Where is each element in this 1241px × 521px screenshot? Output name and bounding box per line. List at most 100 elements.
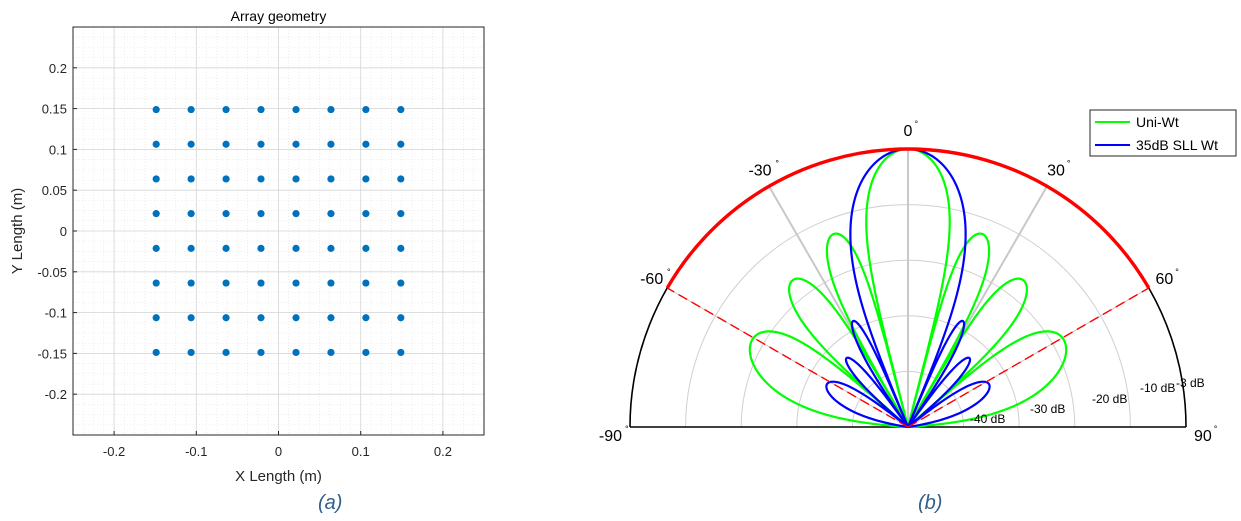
tick-marks [73, 67, 444, 435]
legend-label-uni: Uni-Wt [1136, 114, 1179, 130]
array-element-point [257, 244, 265, 252]
y-tick-labels: 0.2 0.15 0.1 0.05 0 -0.05 -0.1 -0.15 -0.2 [37, 61, 67, 402]
polar-grid [629, 148, 1187, 428]
array-element-point [222, 314, 230, 322]
degree-symbol: ° [775, 159, 779, 169]
x-tick-label: -0.2 [103, 444, 125, 459]
x-tick-label: 0.1 [352, 444, 370, 459]
y-tick-label: -0.1 [45, 306, 67, 321]
angle-tick-label: -60 [640, 271, 663, 288]
array-element-point [187, 175, 195, 183]
array-element-point [362, 279, 370, 287]
array-element-point [187, 210, 195, 218]
array-element-point [292, 105, 300, 114]
array-element-point [152, 210, 160, 218]
array-element-point [327, 210, 335, 218]
y-tick-label: -0.15 [37, 346, 67, 361]
chart-title: Array geometry [231, 8, 327, 24]
array-element-point [152, 105, 160, 114]
legend-label-taper: 35dB SLL Wt [1136, 137, 1218, 153]
array-element-point [257, 210, 265, 218]
array-element-point [327, 175, 335, 183]
array-element-point [152, 279, 160, 287]
array-element-point [187, 244, 195, 252]
array-element-point [222, 279, 230, 287]
array-element-point [257, 175, 265, 183]
array-element-point [152, 140, 160, 148]
array-element-point [397, 314, 405, 322]
array-element-point [257, 105, 265, 114]
array-element-point [152, 244, 160, 252]
degree-symbol: ° [625, 424, 629, 434]
array-element-point [397, 210, 405, 218]
radial-tick-label: -3 dB [1176, 376, 1205, 390]
angle-tick-label: 0 [904, 123, 913, 140]
degree-symbol: ° [1067, 159, 1071, 169]
angle-tick-label: -90 [599, 428, 622, 445]
array-element-point [362, 314, 370, 322]
angle-tick-label: -30 [748, 163, 771, 180]
array-element-point [327, 314, 335, 322]
array-element-point [362, 175, 370, 183]
array-element-point [222, 105, 230, 114]
polar-pattern-chart: -90 °-60 °-30 °0 °30 °60 °90 °-40 dB-30 dB-20 d… [599, 109, 1237, 445]
array-element-point [222, 244, 230, 252]
array-element-point [222, 210, 230, 218]
array-element-point [292, 314, 300, 322]
array-element-point [327, 244, 335, 252]
degree-symbol: ° [667, 267, 671, 277]
angle-tick-label: 90 [1194, 428, 1212, 445]
array-element-point [152, 348, 160, 357]
radial-tick-label: -10 dB [1140, 381, 1175, 395]
array-element-point [257, 279, 265, 287]
array-elements [152, 105, 405, 357]
array-element-point [362, 140, 370, 148]
array-element-point [362, 105, 370, 114]
array-element-point [397, 279, 405, 287]
polar-labels: -90 °-60 °-30 °0 °30 °60 °90 °-40 dB-30 dB-20 d… [599, 119, 1218, 445]
array-element-point [187, 279, 195, 287]
array-element-point [397, 244, 405, 252]
y-tick-label: -0.2 [45, 387, 67, 402]
array-element-point [397, 175, 405, 183]
y-axis-label: Y Length (m) [9, 188, 26, 274]
y-tick-label: 0.1 [49, 142, 67, 157]
array-element-point [327, 140, 335, 148]
array-geometry-chart: -0.2 -0.1 0 0.1 0.2 0.2 0.15 0.1 0.05 0 -0.05 -0.1… [9, 8, 485, 485]
array-element-point [152, 314, 160, 322]
degree-symbol: ° [1214, 424, 1218, 434]
x-tick-label: 0.2 [434, 444, 452, 459]
array-element-point [222, 348, 230, 357]
angle-tick-label: 60 [1155, 271, 1173, 288]
array-element-point [257, 314, 265, 322]
array-element-point [327, 348, 335, 357]
scan-limit-overlay [665, 147, 1151, 428]
array-element-point [292, 279, 300, 287]
array-element-point [362, 348, 370, 357]
array-element-point [292, 140, 300, 148]
scan-limit-arc [665, 147, 1151, 289]
y-tick-label: 0.2 [49, 61, 67, 76]
y-tick-label: 0.15 [42, 102, 67, 117]
array-element-point [187, 314, 195, 322]
degree-symbol: ° [914, 119, 918, 129]
array-element-point [222, 140, 230, 148]
caption-a: (a) [318, 492, 343, 514]
x-axis-label: X Length (m) [235, 468, 322, 485]
radial-tick-label: -20 dB [1092, 392, 1127, 406]
array-element-point [187, 105, 195, 114]
array-element-point [292, 175, 300, 183]
degree-symbol: ° [1175, 267, 1179, 277]
array-element-point [327, 105, 335, 114]
array-element-point [152, 175, 160, 183]
y-tick-label: 0 [60, 224, 67, 239]
array-element-point [397, 348, 405, 357]
caption-b: (b) [918, 492, 943, 514]
array-element-point [397, 105, 405, 114]
array-element-point [362, 244, 370, 252]
radial-tick-label: -30 dB [1030, 402, 1065, 416]
major-grid [73, 27, 484, 435]
scan-limit-line-left [666, 287, 909, 428]
array-element-point [292, 244, 300, 252]
x-tick-labels: -0.2 -0.1 0 0.1 0.2 [103, 444, 452, 459]
